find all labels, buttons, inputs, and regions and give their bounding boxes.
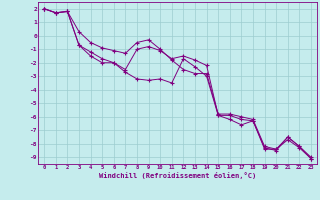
X-axis label: Windchill (Refroidissement éolien,°C): Windchill (Refroidissement éolien,°C) bbox=[99, 172, 256, 179]
